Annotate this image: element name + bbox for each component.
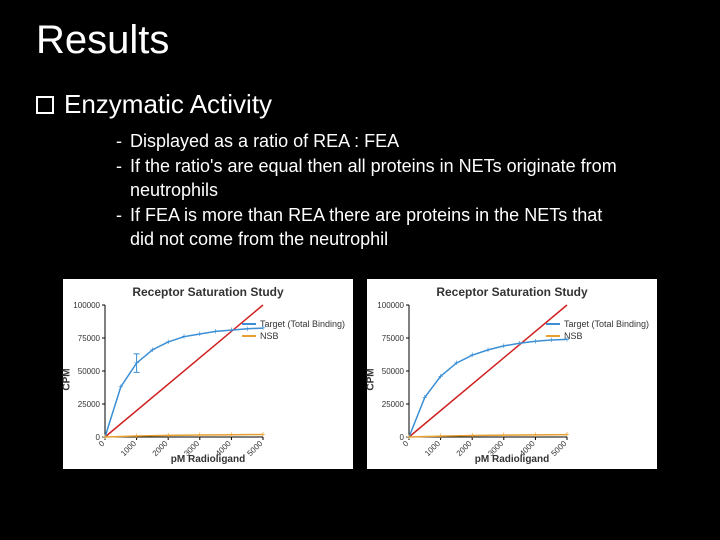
- svg-text:3000: 3000: [182, 439, 201, 458]
- chart-right: Receptor Saturation Study CPM pM Radioli…: [367, 279, 657, 469]
- svg-text:+: +: [485, 345, 490, 355]
- svg-text:+: +: [166, 337, 171, 347]
- svg-text:100000: 100000: [377, 301, 404, 310]
- svg-text:25000: 25000: [78, 400, 101, 409]
- svg-text:+: +: [501, 341, 506, 351]
- svg-text:+: +: [517, 338, 522, 348]
- subtitle: Enzymatic Activity: [64, 89, 272, 120]
- svg-text:+: +: [197, 329, 202, 339]
- dash-icon: -: [116, 130, 122, 153]
- svg-text:+: +: [533, 336, 538, 346]
- svg-text:+: +: [438, 371, 443, 381]
- bullet-text: If the ratio's are equal then all protei…: [130, 155, 624, 202]
- svg-text:50000: 50000: [382, 367, 405, 376]
- bullet-text: Displayed as a ratio of REA : FEA: [130, 130, 399, 153]
- svg-text:5000: 5000: [245, 439, 264, 458]
- svg-text:+: +: [438, 431, 443, 441]
- page-title: Results: [36, 18, 684, 63]
- svg-text:4000: 4000: [518, 439, 537, 458]
- svg-text:+: +: [549, 335, 554, 345]
- svg-text:4000: 4000: [214, 439, 233, 458]
- svg-text:1000: 1000: [119, 439, 138, 458]
- svg-text:+: +: [260, 429, 265, 439]
- list-item: - If FEA is more than REA there are prot…: [116, 204, 624, 251]
- svg-text:75000: 75000: [78, 334, 101, 343]
- svg-text:+: +: [422, 392, 427, 402]
- svg-text:+: +: [213, 326, 218, 336]
- svg-text:2000: 2000: [455, 439, 474, 458]
- slide: Results Enzymatic Activity - Displayed a…: [0, 0, 720, 540]
- svg-text:+: +: [229, 430, 234, 440]
- svg-text:100000: 100000: [73, 301, 100, 310]
- svg-text:+: +: [150, 345, 155, 355]
- svg-text:+: +: [470, 431, 475, 441]
- svg-text:+: +: [470, 350, 475, 360]
- svg-text:75000: 75000: [382, 334, 405, 343]
- dash-icon: -: [116, 155, 122, 202]
- dash-icon: -: [116, 204, 122, 251]
- svg-text:+: +: [102, 432, 107, 442]
- svg-text:+: +: [406, 432, 411, 442]
- bullet-box-icon: [36, 96, 54, 114]
- svg-text:+: +: [260, 323, 265, 333]
- svg-text:+: +: [166, 430, 171, 440]
- svg-text:+: +: [564, 334, 569, 344]
- svg-text:+: +: [197, 430, 202, 440]
- svg-text:+: +: [229, 325, 234, 335]
- svg-text:25000: 25000: [382, 400, 405, 409]
- svg-text:3000: 3000: [486, 439, 505, 458]
- chart-left: Receptor Saturation Study CPM pM Radioli…: [63, 279, 353, 469]
- svg-text:1000: 1000: [423, 439, 442, 458]
- charts-row: Receptor Saturation Study CPM pM Radioli…: [36, 279, 684, 469]
- svg-text:+: +: [454, 358, 459, 368]
- svg-text:+: +: [118, 382, 123, 392]
- svg-text:+: +: [501, 430, 506, 440]
- bullet-list: - Displayed as a ratio of REA : FEA - If…: [116, 130, 624, 251]
- svg-text:+: +: [533, 430, 538, 440]
- list-item: - Displayed as a ratio of REA : FEA: [116, 130, 624, 153]
- svg-text:5000: 5000: [549, 439, 568, 458]
- svg-text:+: +: [134, 431, 139, 441]
- svg-text:+: +: [181, 332, 186, 342]
- bullet-text: If FEA is more than REA there are protei…: [130, 204, 624, 251]
- svg-text:+: +: [245, 324, 250, 334]
- svg-text:+: +: [564, 430, 569, 440]
- svg-text:50000: 50000: [78, 367, 101, 376]
- subtitle-row: Enzymatic Activity: [36, 89, 684, 120]
- list-item: - If the ratio's are equal then all prot…: [116, 155, 624, 202]
- svg-text:2000: 2000: [151, 439, 170, 458]
